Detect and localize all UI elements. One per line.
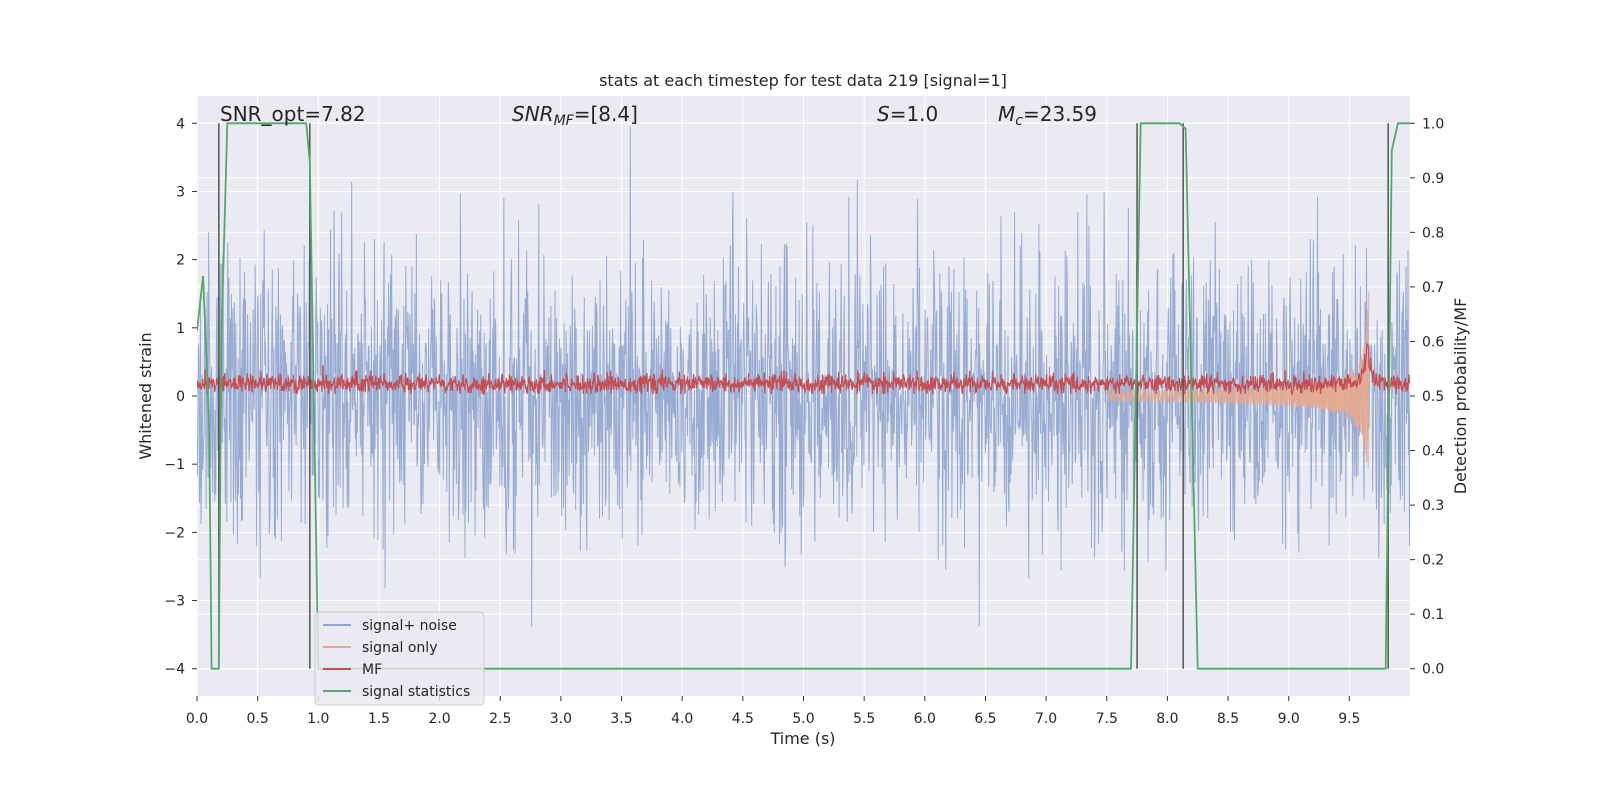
- annotation-s-value: =1.0: [890, 102, 939, 126]
- y-left-tick-label-0: −4: [164, 662, 185, 678]
- y-left-tick-label-4: 0: [176, 389, 185, 405]
- y-right-tick-label-0: 0.0: [1422, 662, 1444, 678]
- x-tick-label-10: 5.0: [792, 711, 814, 727]
- annotation-mc-sub: c: [1015, 113, 1023, 129]
- annotation-snr-mf-sub: MF: [554, 113, 575, 129]
- legend-label-signal-statistics: signal statistics: [362, 684, 470, 700]
- legend-label-mf: MF: [362, 662, 382, 678]
- y-axis-left-ticks: −4 −3 −2 −1 0 1 2 3 4: [164, 116, 197, 678]
- y-left-tick-label-6: 2: [176, 253, 185, 269]
- y-right-tick-label-4: 0.4: [1422, 444, 1444, 460]
- y-right-tick-label-1: 0.1: [1422, 607, 1444, 623]
- y-right-tick-label-5: 0.5: [1422, 389, 1444, 405]
- x-tick-label-2: 1.0: [307, 711, 329, 727]
- annotation-mc-value: =23.59: [1023, 102, 1097, 126]
- legend-box: [314, 611, 485, 706]
- annotation-mc-base: M: [998, 102, 1015, 126]
- x-tick-label-14: 7.0: [1035, 711, 1057, 727]
- x-tick-label-16: 8.0: [1156, 711, 1178, 727]
- y-right-tick-label-2: 0.2: [1422, 553, 1444, 569]
- legend: signal+ noise signal only MF signal stat…: [314, 611, 485, 706]
- y-left-tick-label-7: 3: [176, 184, 185, 200]
- x-tick-label-15: 7.5: [1096, 711, 1118, 727]
- y-right-tick-label-6: 0.6: [1422, 334, 1444, 350]
- y-left-tick-label-3: −1: [164, 457, 185, 473]
- series-signal-only-line: [1106, 291, 1370, 469]
- x-tick-label-19: 9.5: [1338, 711, 1360, 727]
- y-right-tick-label-7: 0.7: [1422, 280, 1444, 296]
- y-right-tick-label-10: 1.0: [1422, 116, 1444, 132]
- x-tick-label-0: 0.0: [186, 711, 208, 727]
- y-left-tick-label-8: 4: [176, 116, 185, 132]
- annotation-snr-mf: SNRMF=[8.4]: [512, 102, 638, 129]
- annotation-s: S=1.0: [877, 102, 938, 126]
- y-right-tick-label-3: 0.3: [1422, 498, 1444, 514]
- x-tick-label-4: 2.0: [428, 711, 450, 727]
- x-tick-label-1: 0.5: [247, 711, 269, 727]
- annotation-snr-mf-base: SNR: [512, 102, 554, 126]
- annotation-s-symbol: S: [877, 102, 890, 126]
- x-tick-label-6: 3.0: [550, 711, 572, 727]
- x-tick-label-3: 1.5: [368, 711, 390, 727]
- annotation-mc: Mc=23.59: [998, 102, 1097, 129]
- x-tick-label-9: 4.5: [732, 711, 754, 727]
- x-tick-label-18: 9.0: [1278, 711, 1300, 727]
- x-axis-label: Time (s): [769, 729, 835, 748]
- legend-label-signal-only: signal only: [362, 640, 437, 656]
- y-axis-left-label: Whitened strain: [136, 332, 155, 459]
- series-mf-line: [197, 341, 1410, 396]
- y-right-tick-label-9: 0.9: [1422, 171, 1444, 187]
- annotation-snr-mf-value: =[8.4]: [574, 102, 638, 126]
- x-tick-label-17: 8.5: [1217, 711, 1239, 727]
- x-tick-label-13: 6.5: [974, 711, 996, 727]
- y-left-tick-label-5: 1: [176, 321, 185, 337]
- y-left-tick-label-2: −2: [164, 525, 185, 541]
- annotation-snr-opt: SNR_opt=7.82: [220, 102, 366, 126]
- x-tick-label-5: 2.5: [489, 711, 511, 727]
- x-tick-label-12: 6.0: [914, 711, 936, 727]
- series-signal-noise-line: [197, 126, 1410, 627]
- chart-title: stats at each timestep for test data 219…: [599, 71, 1007, 90]
- y-right-tick-label-8: 0.8: [1422, 225, 1444, 241]
- y-left-tick-label-1: −3: [164, 594, 185, 610]
- x-tick-label-7: 3.5: [610, 711, 632, 727]
- legend-label-signal-noise: signal+ noise: [362, 618, 457, 634]
- x-tick-label-8: 4.0: [671, 711, 693, 727]
- x-tick-label-11: 5.5: [853, 711, 875, 727]
- y-axis-right-label: Detection probability/MF: [1451, 298, 1470, 495]
- y-axis-right-ticks: 0.0 0.1 0.2 0.3 0.4 0.5 0.6 0.7 0.8 0.9 1.0: [1410, 116, 1444, 678]
- series-layer: [197, 122, 1410, 670]
- x-axis-ticks: 0.0 0.5 1.0 1.5 2.0 2.5 3.0 3.5 4.0 4.5 5.0 5.5 6.0 6…: [186, 696, 1360, 727]
